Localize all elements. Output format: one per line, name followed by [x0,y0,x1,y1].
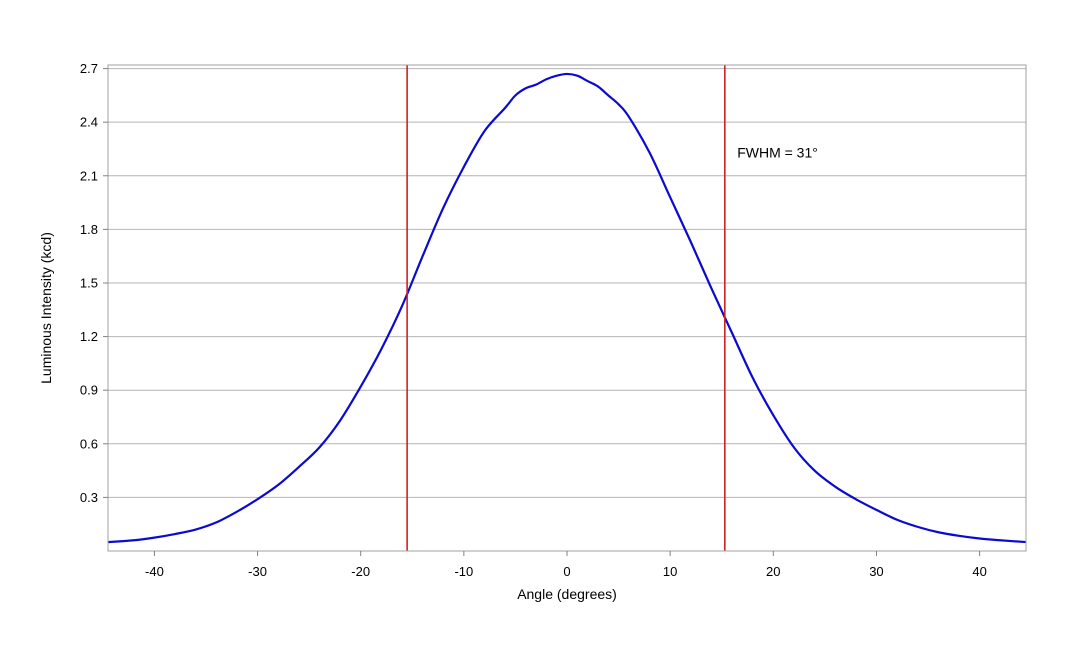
y-tick-label-0: 0.3 [80,490,98,505]
y-axis-title: Luminous Intensity (kcd) [38,232,54,384]
grid-layer [108,68,1026,498]
tick-layer: 0.3 0.6 0.9 1.2 1.5 1.8 2.1 2.4 2.7 -40 -30 -20 -10 0… [80,61,987,579]
x-tick-label-6: 20 [766,564,780,579]
fwhm-annotation: FWHM = 31° [737,145,818,161]
plot-frame [107,64,1027,552]
y-tick-label-8: 2.7 [80,61,98,76]
x-tick-label-8: 40 [972,564,986,579]
y-tick-label-4: 1.5 [80,275,98,290]
x-tick-label-2: -20 [351,564,370,579]
y-tick-label-6: 2.1 [80,168,98,183]
y-tick-label-3: 1.2 [80,329,98,344]
y-tick-label-1: 0.6 [80,436,98,451]
y-tick-label-5: 1.8 [80,222,98,237]
line-layer [107,72,1027,544]
y-tick-label-7: 2.4 [80,115,98,130]
x-tick-label-4: 0 [563,564,570,579]
x-axis-title: Angle (degrees) [517,586,617,602]
x-tick-label-1: -30 [248,564,267,579]
x-tick-label-0: -40 [145,564,164,579]
x-tick-label-3: -10 [454,564,473,579]
x-tick-label-5: 10 [663,564,677,579]
y-tick-label-2: 0.9 [80,383,98,398]
series-line-0 [107,72,1027,544]
vline-layer [406,65,726,551]
x-tick-label-7: 30 [869,564,883,579]
